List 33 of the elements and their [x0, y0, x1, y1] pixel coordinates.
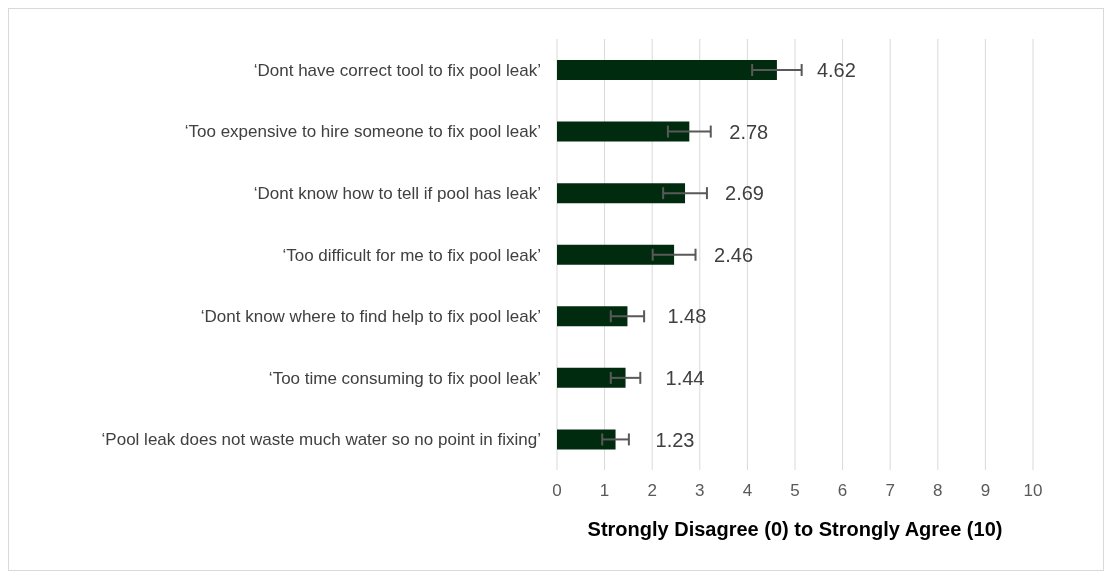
- y-tick-label: ‘Too time consuming to fix pool leak’: [268, 368, 541, 388]
- data-label: 1.23: [655, 428, 695, 451]
- bar: [557, 306, 628, 327]
- data-label: 4.62: [816, 59, 856, 82]
- bar: [557, 367, 626, 388]
- y-tick-label: ‘Too expensive to hire someone to fix pool leak’: [184, 122, 541, 142]
- bar: [557, 60, 777, 80]
- y-tick-label: ‘Dont know where to find help to fix pool leak’: [200, 307, 541, 327]
- data-label: 1.48: [667, 305, 707, 328]
- bar: [557, 429, 616, 450]
- x-tick-label: 3: [695, 481, 705, 501]
- y-tick-label: ‘Too difficult for me to fix pool leak’: [282, 245, 541, 265]
- data-label: 2.46: [714, 243, 754, 266]
- x-tick-label: 5: [790, 481, 800, 501]
- x-tick-label: 2: [647, 481, 657, 501]
- x-axis-title: Strongly Disagree (0) to Strongly Agree (10): [587, 518, 1003, 540]
- bar: [557, 183, 686, 204]
- bar: [557, 244, 675, 265]
- x-tick-label: 7: [885, 481, 895, 501]
- x-tick-label: 9: [980, 481, 991, 501]
- x-tick-label: 6: [837, 481, 848, 501]
- y-tick-label: ‘Pool leak does not waste much water so no point in fixing’: [101, 430, 541, 450]
- y-tick-label: ‘Dont know how to tell if pool has leak’: [253, 183, 541, 203]
- x-tick-label: 10: [1023, 481, 1043, 501]
- data-label: 2.69: [725, 182, 764, 205]
- data-label: 1.44: [665, 366, 705, 389]
- y-tick-label: ‘Dont have correct tool to fix pool leak’: [253, 60, 541, 80]
- x-tick-label: 0: [552, 481, 562, 501]
- x-tick-label: 8: [933, 481, 943, 501]
- x-tick-label: 4: [742, 481, 753, 501]
- bar: [557, 121, 690, 142]
- x-tick-label: 1: [599, 481, 610, 501]
- data-label: 2.78: [729, 120, 769, 143]
